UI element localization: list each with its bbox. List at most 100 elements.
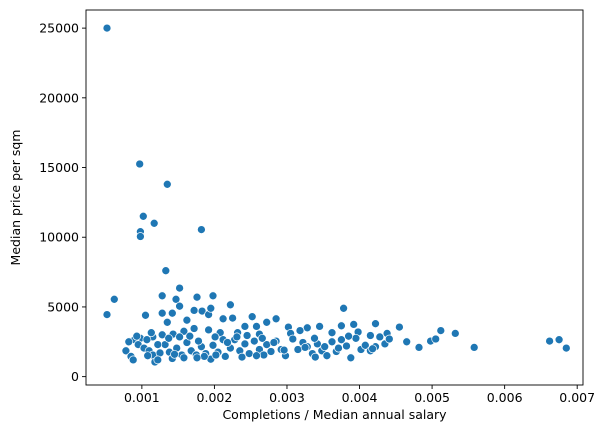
y-tick-label: 0 — [71, 369, 79, 384]
data-point — [132, 331, 142, 341]
data-point — [561, 343, 571, 353]
data-point — [242, 331, 252, 340]
data-point — [149, 218, 159, 228]
data-point — [240, 339, 250, 349]
data-point — [342, 341, 351, 351]
data-point — [271, 314, 281, 324]
data-point — [210, 332, 220, 342]
data-point — [185, 331, 195, 341]
data-point — [327, 337, 337, 347]
data-point — [288, 334, 298, 344]
data-point — [244, 349, 254, 358]
data-point — [293, 345, 303, 354]
data-point — [164, 333, 174, 343]
data-point — [344, 331, 353, 341]
data-point — [226, 300, 235, 310]
data-point — [554, 335, 564, 345]
data-point — [192, 292, 202, 302]
data-point — [252, 351, 261, 361]
data-point — [247, 312, 257, 322]
data-points — [102, 23, 571, 367]
data-point — [337, 321, 346, 331]
data-point — [232, 332, 242, 342]
data-point — [269, 338, 279, 347]
x-axis-ticks: 0.001 0.002 0.003 0.004 0.005 0.006 0.007 — [124, 385, 595, 405]
data-point — [157, 291, 167, 301]
data-point — [371, 319, 380, 329]
data-point — [259, 350, 269, 360]
data-point — [339, 303, 348, 313]
data-point — [121, 346, 131, 356]
data-point — [142, 335, 152, 345]
data-point — [189, 324, 199, 333]
data-point — [179, 353, 189, 363]
data-point — [351, 333, 361, 343]
data-point — [218, 314, 228, 324]
data-point — [450, 329, 460, 338]
y-tick-label: 25000 — [39, 21, 79, 36]
data-point — [167, 308, 177, 318]
data-point — [194, 336, 203, 346]
data-point — [349, 320, 359, 329]
data-point — [204, 325, 213, 335]
data-point — [223, 338, 232, 347]
data-point — [162, 317, 172, 327]
data-point — [182, 315, 192, 325]
data-point — [431, 334, 441, 344]
y-tick-label: 10000 — [39, 230, 79, 245]
x-tick-label: 0.003 — [269, 390, 305, 405]
x-tick-label: 0.005 — [414, 390, 450, 405]
data-point — [366, 331, 375, 340]
data-point — [310, 352, 320, 362]
data-point — [128, 355, 138, 365]
data-point — [327, 328, 337, 338]
data-point — [545, 336, 554, 346]
data-point — [320, 342, 330, 352]
data-point — [153, 355, 163, 365]
plot-frame — [85, 9, 584, 386]
data-point — [337, 335, 346, 345]
data-point — [138, 211, 148, 221]
y-tick-label: 20000 — [39, 90, 79, 105]
data-point — [240, 322, 250, 331]
data-point — [197, 225, 206, 234]
data-point — [175, 301, 184, 311]
data-point — [162, 179, 172, 189]
x-axis-label: Completions / Median annual salary — [222, 407, 447, 422]
data-point — [384, 334, 394, 344]
data-point — [402, 337, 412, 347]
data-point — [102, 310, 112, 319]
x-tick-label: 0.001 — [124, 390, 160, 405]
data-point — [109, 294, 119, 304]
x-tick-label: 0.002 — [197, 390, 233, 405]
data-point — [436, 326, 446, 335]
data-point — [262, 317, 272, 327]
data-point — [228, 313, 237, 323]
data-point — [153, 340, 163, 349]
data-point — [360, 340, 370, 350]
data-point — [136, 232, 145, 241]
y-axis-label: Median price per sqm — [8, 130, 23, 266]
y-tick-label: 15000 — [39, 160, 79, 175]
data-point — [257, 333, 267, 343]
data-point — [334, 343, 343, 353]
data-point — [346, 353, 356, 363]
data-point — [192, 353, 202, 363]
data-point — [302, 323, 312, 333]
data-point — [310, 333, 319, 343]
data-point — [300, 343, 310, 352]
data-point — [146, 328, 156, 338]
data-point — [157, 308, 167, 318]
data-point — [395, 322, 404, 332]
data-point — [206, 303, 216, 313]
data-point — [161, 266, 171, 276]
data-point — [124, 337, 134, 347]
data-point — [171, 294, 181, 304]
y-axis-ticks: 0 5000 10000 15000 20000 25000 — [39, 21, 86, 384]
data-point — [208, 291, 218, 301]
data-point — [237, 352, 247, 362]
data-point — [211, 350, 221, 360]
data-point — [170, 349, 179, 359]
